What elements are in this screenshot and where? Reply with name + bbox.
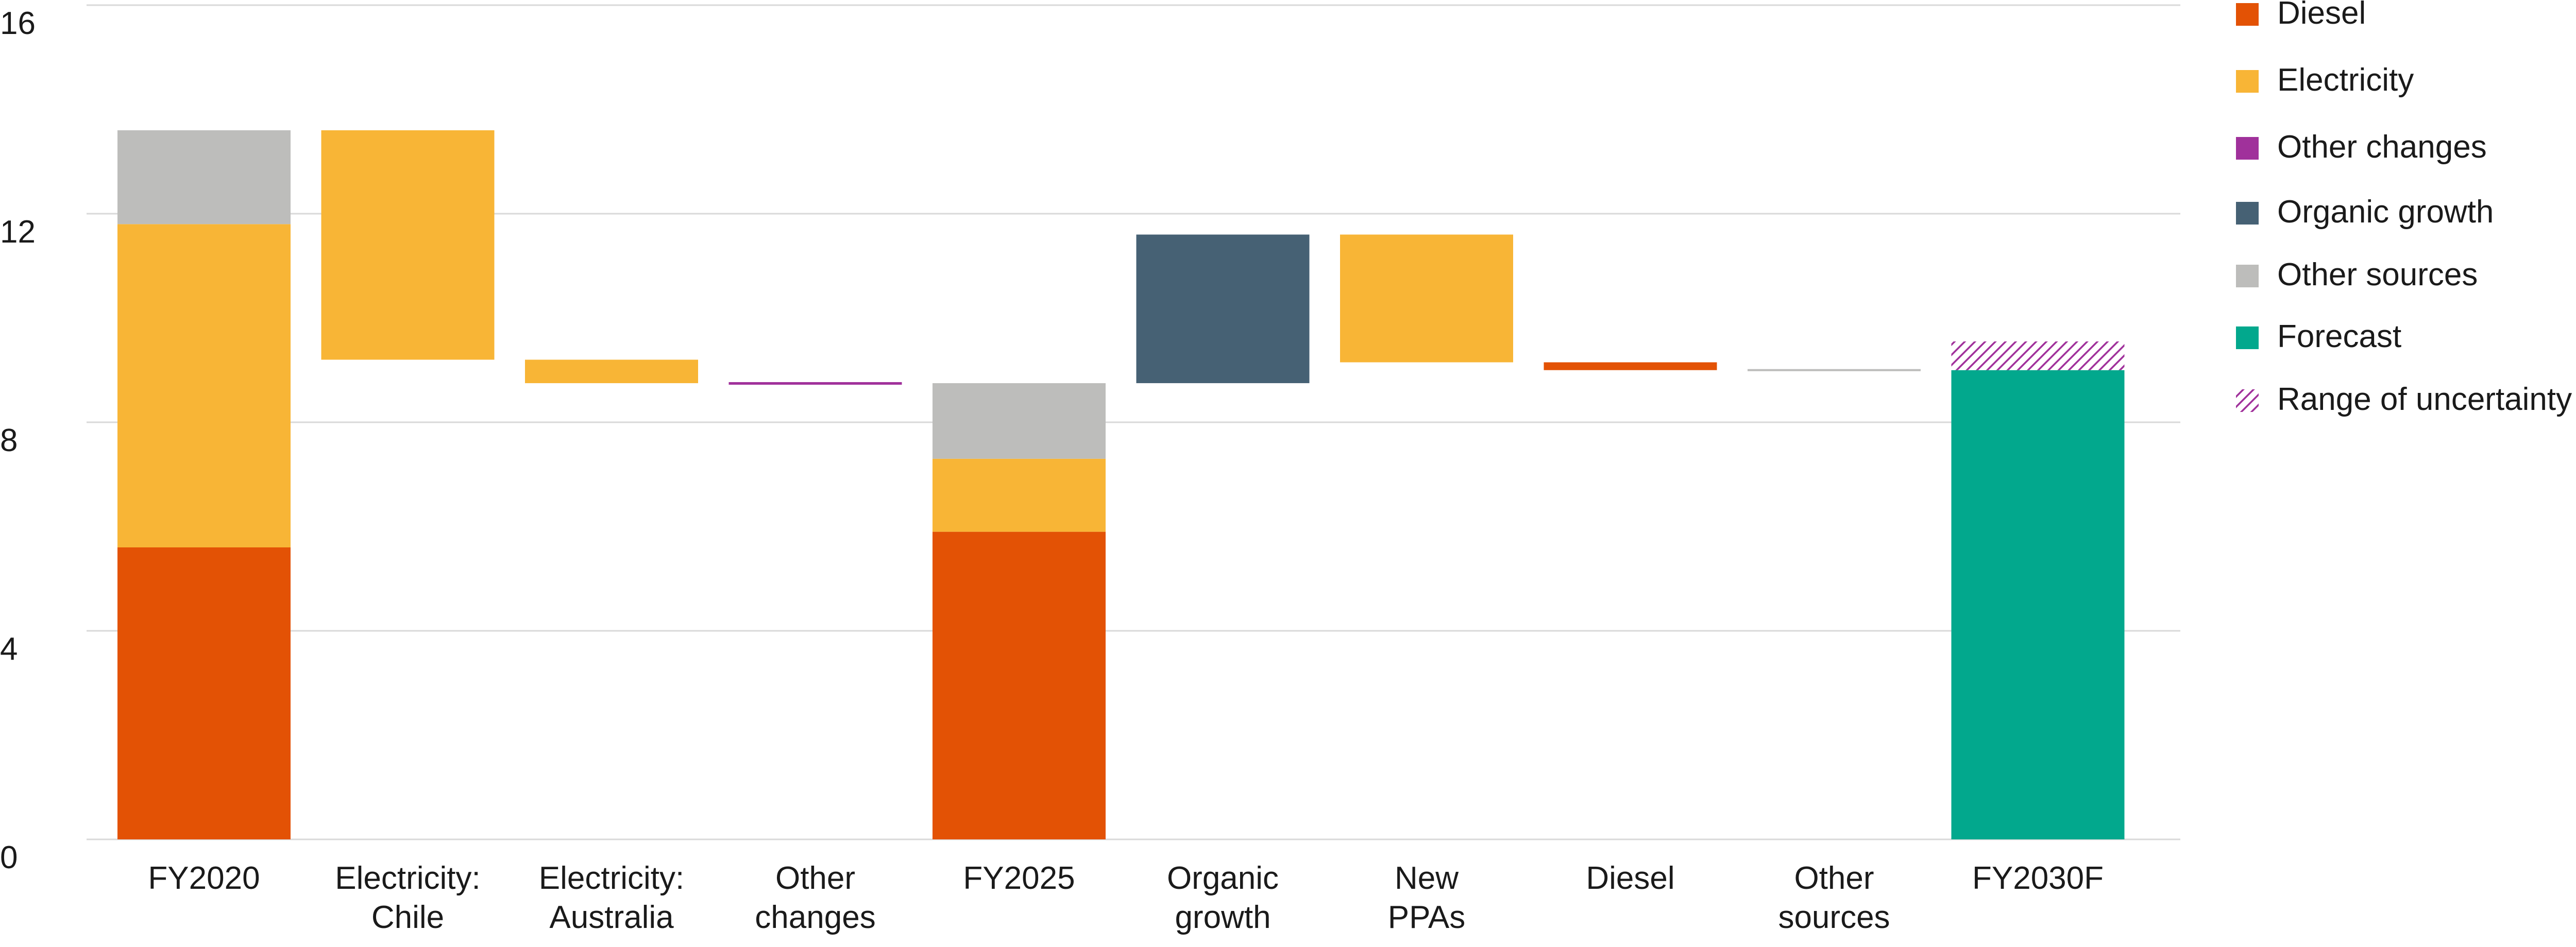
x-tick-label: FY2030F [1972, 860, 2104, 896]
legend-label: Diesel [2277, 0, 2366, 31]
bar-segment-other-sources [1748, 369, 1921, 371]
legend-swatch [2236, 265, 2259, 287]
legend-item: Electricity [2236, 62, 2414, 98]
bar-column [1544, 362, 1717, 370]
x-tick-label: Organic [1167, 860, 1279, 896]
legend-swatch [2236, 202, 2259, 225]
legend-swatch [2236, 326, 2259, 349]
y-axis-ticks: 0 4 8 12 16 [0, 6, 36, 875]
legend-item: Forecast [2236, 319, 2401, 354]
y-tick-label: 0 [0, 840, 18, 875]
x-tick-label: FY2025 [963, 860, 1075, 896]
legend-label: Other changes [2277, 129, 2487, 165]
legend-item: Other changes [2236, 129, 2487, 165]
legend-label: Organic growth [2277, 194, 2494, 230]
bar-segment-electricity [321, 130, 495, 360]
x-tick-label: Other [775, 860, 855, 896]
legend-item: Organic growth [2236, 194, 2494, 230]
bar-segment-electricity [525, 359, 698, 384]
legend-item: Diesel [2236, 0, 2366, 31]
x-tick-label: New [1395, 860, 1459, 896]
legend-swatch [2236, 70, 2259, 93]
legend-item: Range of uncertainty [2236, 382, 2572, 417]
legend-item: Other sources [2236, 257, 2478, 292]
bar-segment-electricity [117, 224, 291, 547]
bar-column [321, 130, 495, 360]
legend-swatch [2236, 137, 2259, 160]
x-axis-ticks: FY2020 Electricity: Chile Electricity: Austr… [148, 860, 2104, 935]
bar-column [1748, 369, 1921, 371]
bar-segment-electricity [1340, 234, 1513, 363]
x-tick-label: Electricity: [335, 860, 480, 896]
y-tick-label: 8 [0, 423, 18, 458]
x-tick-label: Other [1794, 860, 1874, 896]
bar-segment-diesel [117, 547, 291, 839]
bar-segment-other-sources [117, 130, 291, 225]
legend-label: Range of uncertainty [2277, 382, 2572, 417]
bar-column [1340, 234, 1513, 363]
legend-label: Forecast [2277, 319, 2401, 354]
bar-column [1136, 234, 1310, 384]
bar-segment-diesel [1544, 362, 1717, 370]
bar-column [525, 359, 698, 384]
x-tick-label: Chile [371, 900, 444, 935]
bars [117, 130, 2125, 839]
bar-segment-forecast [1951, 370, 2125, 839]
x-tick-label: Australia [549, 900, 674, 935]
legend-swatch [2236, 389, 2259, 412]
y-tick-label: 12 [0, 214, 36, 250]
x-tick-label: changes [755, 900, 875, 935]
x-tick-label: FY2020 [148, 860, 260, 896]
bar-segment-electricity [933, 458, 1106, 532]
x-tick-label: growth [1175, 900, 1270, 935]
x-tick-label: Electricity: [539, 860, 684, 896]
y-tick-label: 16 [0, 6, 36, 41]
legend: Diesel Electricity Other changes Organic gr… [2236, 0, 2572, 417]
x-tick-label: PPAs [1388, 900, 1465, 935]
bar-segment-other-sources [933, 383, 1106, 459]
bar-column [117, 130, 291, 839]
bar-segment-diesel [933, 531, 1106, 839]
bar-column [933, 383, 1106, 839]
legend-label: Other sources [2277, 257, 2478, 292]
bar-segment-other-changes [728, 382, 902, 385]
legend-swatch [2236, 3, 2259, 26]
x-tick-label: Diesel [1586, 860, 1674, 896]
bar-column [728, 382, 902, 385]
legend-label: Electricity [2277, 62, 2414, 98]
bar-segment-range-of-uncertainty [1951, 341, 2125, 370]
bar-column [1951, 341, 2125, 839]
y-tick-label: 4 [0, 631, 18, 667]
bar-segment-organic-growth [1136, 234, 1310, 384]
x-tick-label: sources [1778, 900, 1890, 935]
